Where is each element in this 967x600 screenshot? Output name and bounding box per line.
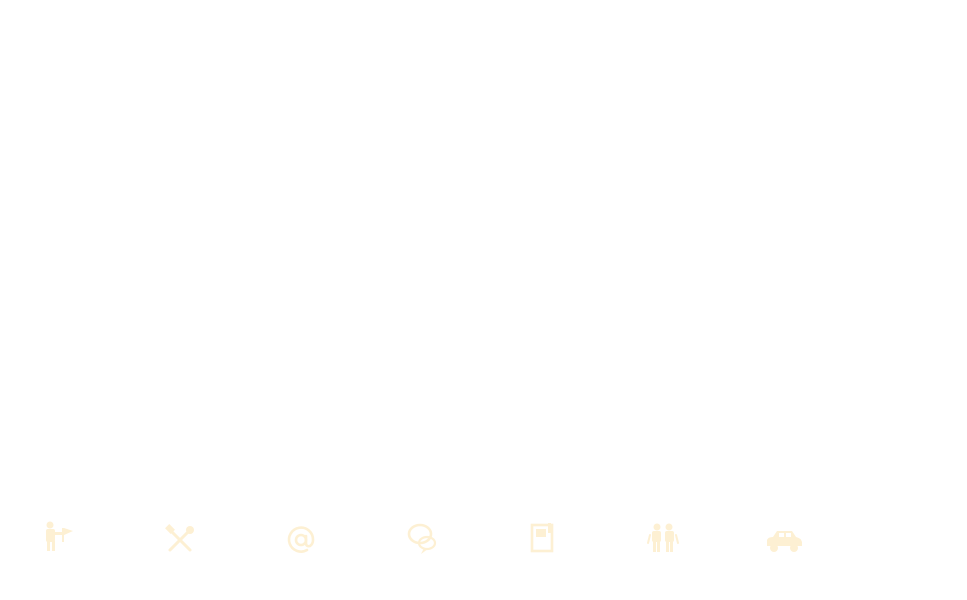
icon-document[interactable]	[530, 523, 554, 553]
icon-chat[interactable]	[407, 523, 437, 554]
icon-car[interactable]	[767, 531, 802, 552]
icon-at[interactable]	[287, 526, 315, 553]
icon-tools[interactable]	[165, 524, 194, 552]
icon-person-flag[interactable]	[46, 521, 73, 552]
icon-people[interactable]	[647, 523, 679, 553]
